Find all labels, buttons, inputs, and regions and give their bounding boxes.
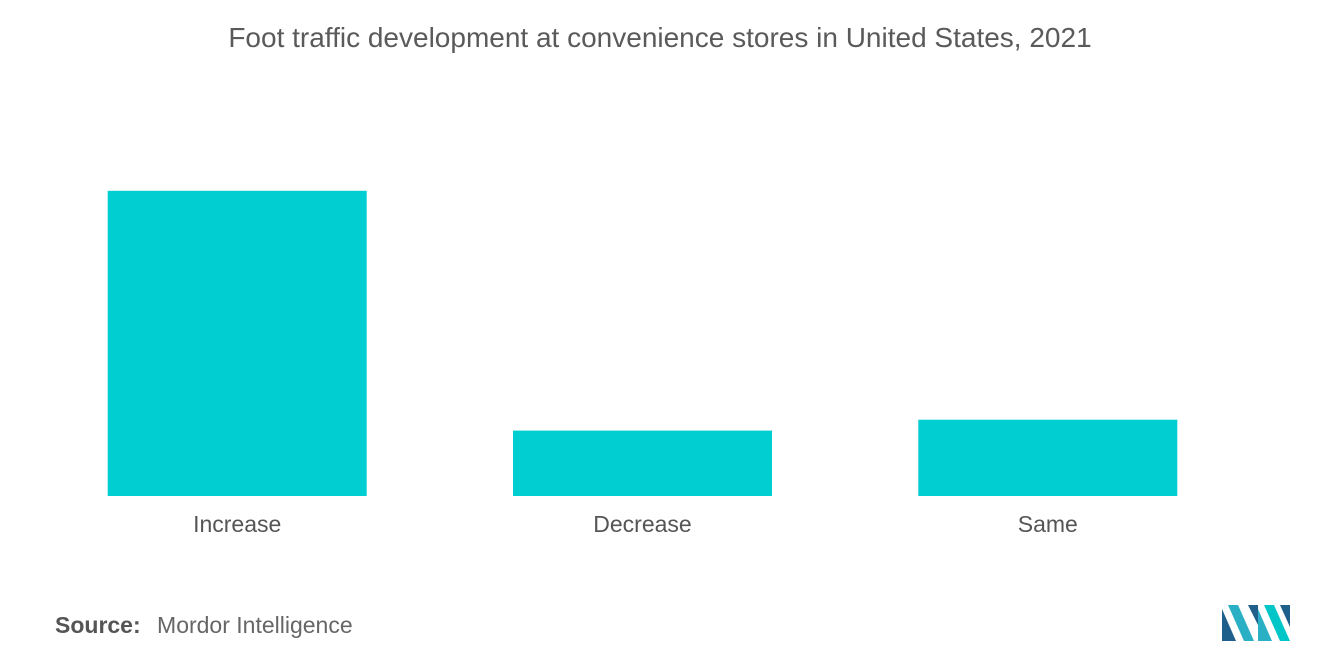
bar-increase (107, 190, 367, 497)
chart-title: Foot traffic development at convenience … (228, 22, 1092, 53)
source-value: Mordor Intelligence (157, 612, 353, 638)
x-tick-labels: Increase Decrease Same (193, 511, 1078, 537)
x-tick-label-decrease: Decrease (593, 511, 691, 537)
mordor-intelligence-logo-icon (1222, 605, 1290, 641)
source-label: Source: (55, 612, 141, 638)
x-tick-label-increase: Increase (193, 511, 281, 537)
x-tick-label-same: Same (1018, 511, 1078, 537)
bars-group (107, 190, 1178, 497)
bar-decrease (513, 430, 772, 496)
bar-same (918, 419, 1178, 496)
source-note: Source: Mordor Intelligence (55, 612, 353, 639)
bar-chart: Increase Decrease Same (107, 190, 1178, 537)
